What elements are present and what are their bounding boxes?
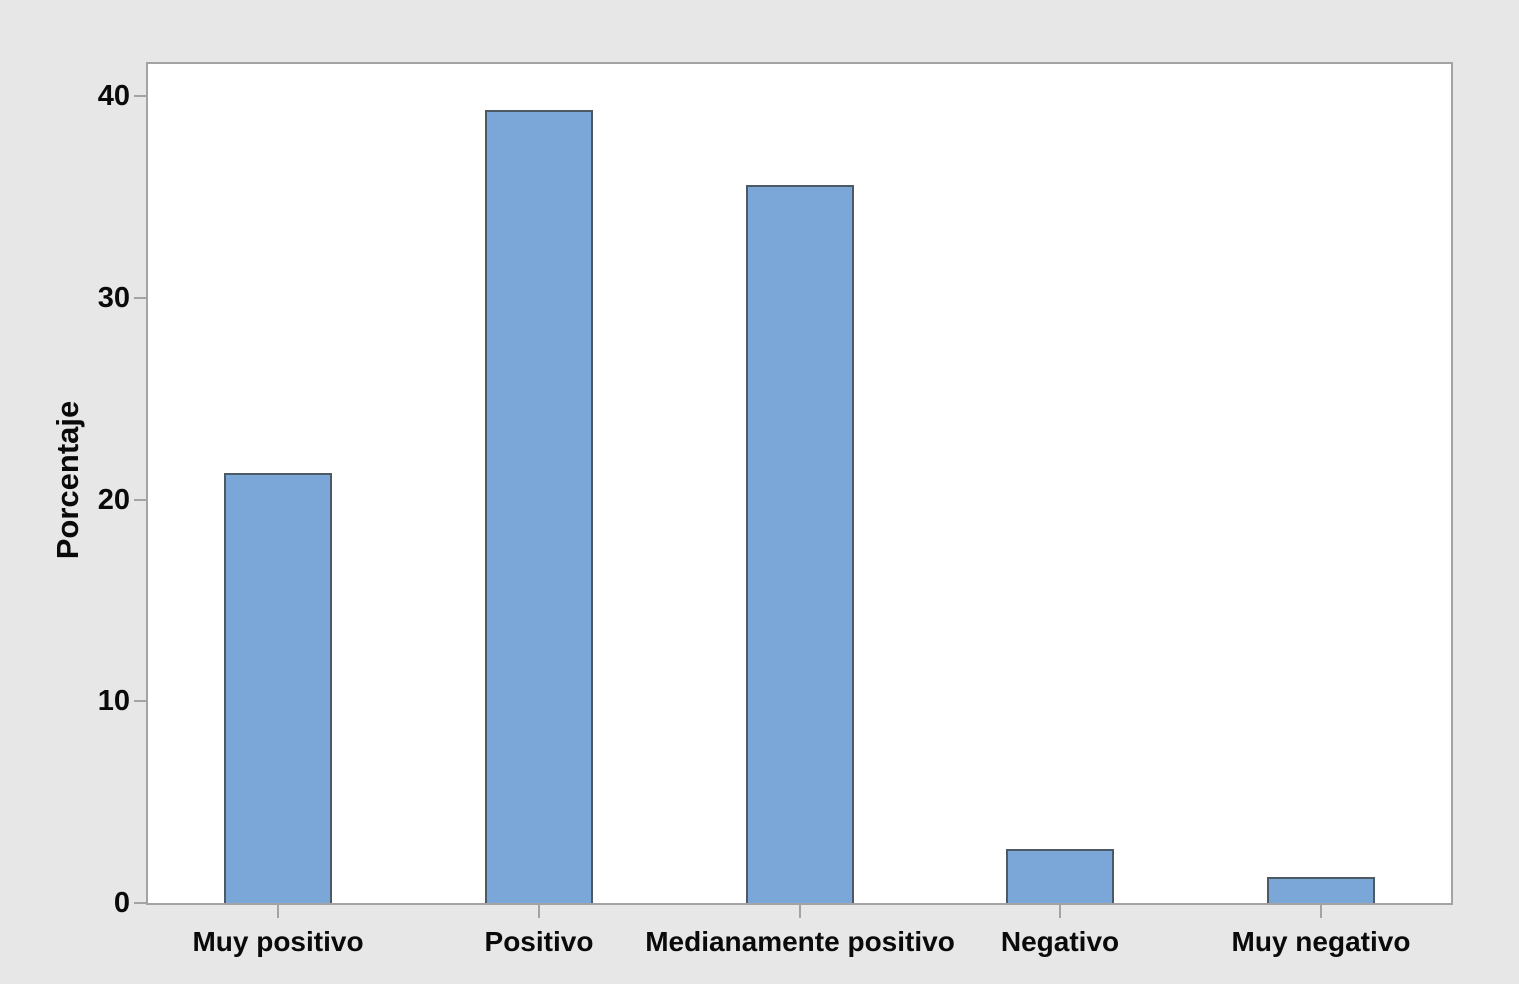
bar-muy-negativo xyxy=(1267,877,1375,903)
y-tick-0 xyxy=(134,902,146,904)
bar-medianamente-positivo xyxy=(746,185,854,903)
bar-muy-positivo xyxy=(224,473,332,903)
bar-positivo xyxy=(485,110,593,903)
y-tick-label-20: 20 xyxy=(97,484,130,516)
y-tick-label-0: 0 xyxy=(113,887,130,919)
y-tick-label-10: 10 xyxy=(97,685,130,717)
y-tick-label-30: 30 xyxy=(97,282,130,314)
x-tick-1 xyxy=(277,905,279,918)
y-axis-title: Porcentaje xyxy=(50,400,85,560)
x-tick-2 xyxy=(538,905,540,918)
y-tick-10 xyxy=(134,700,146,702)
y-tick-40 xyxy=(134,95,146,97)
x-tick-4 xyxy=(1059,905,1061,918)
x-tick-3 xyxy=(799,905,801,918)
y-tick-20 xyxy=(134,499,146,501)
x-category-label-5: Muy negativo xyxy=(1231,926,1411,957)
y-tick-30 xyxy=(134,297,146,299)
x-category-label-1: Muy positivo xyxy=(192,926,364,957)
y-tick-label-40: 40 xyxy=(97,80,130,112)
x-tick-5 xyxy=(1320,905,1322,918)
x-category-label-2: Positivo xyxy=(484,926,594,957)
bar-negativo xyxy=(1006,849,1114,903)
plot-area xyxy=(146,62,1453,905)
x-category-label-4: Negativo xyxy=(1000,926,1120,957)
x-category-label-3: Medianamente positivo xyxy=(645,926,955,957)
